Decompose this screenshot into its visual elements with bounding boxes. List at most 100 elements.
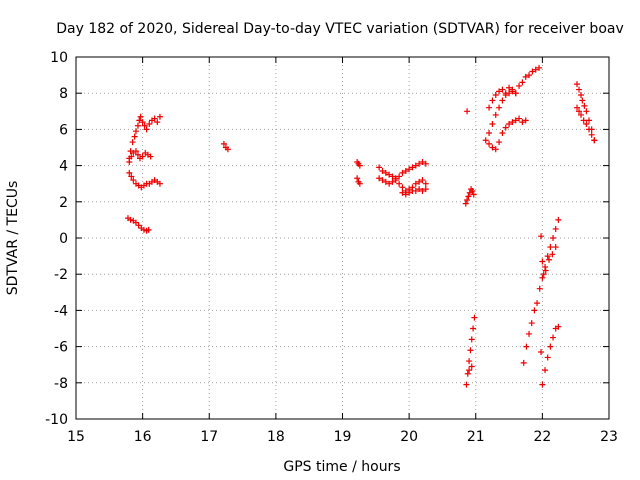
series-arc-20.9h-single [464,108,471,115]
data-point [538,349,545,356]
data-point [136,117,143,124]
data-point [399,169,406,176]
x-tick-label: 20 [400,429,418,445]
data-point [399,189,406,196]
data-point [591,137,598,144]
data-point [540,271,547,278]
data-point [506,90,513,97]
series-arc-22h-neg-b [539,323,562,388]
data-point [127,216,134,223]
y-tick-label: 2 [59,195,68,211]
data-point [354,175,361,182]
data-point [471,314,478,321]
series-arc-16h-lower [126,169,163,191]
data-point [539,258,546,265]
y-tick-label: 8 [59,86,68,102]
data-point [509,119,516,126]
data-point [134,122,141,129]
data-point [492,111,499,118]
data-point [422,180,429,187]
data-point [506,84,513,91]
data-point [547,343,554,350]
series-arc-16h-mid [126,148,154,165]
x-tick-label: 21 [467,429,485,445]
data-point [135,222,142,229]
data-point [416,186,423,193]
y-tick-label: 6 [59,122,68,138]
data-point [586,117,593,124]
data-point [486,140,493,147]
data-point [536,285,543,292]
data-point [382,169,389,176]
data-point [546,256,553,263]
data-point [583,120,590,127]
data-point [386,180,393,187]
data-point [376,175,383,182]
data-point [131,133,138,140]
series-arc-22h-extra [538,233,559,278]
data-point [128,173,135,180]
data-point [147,153,154,160]
data-point [581,102,588,109]
data-point [496,139,503,146]
data-point [579,97,586,104]
data-point [550,334,557,341]
data-point [492,92,499,99]
data-point [132,148,139,155]
series-arc-22h-single [538,349,545,356]
data-point [588,131,595,138]
data-point [422,186,429,193]
x-tick-labels: 15 16 17 18 19 20 21 22 23 [67,429,618,445]
data-point [463,381,470,388]
data-point [379,168,386,175]
data-point [482,137,489,144]
data-point [396,173,403,180]
data-point [574,104,581,111]
data-point [416,178,423,185]
series-arc-21.2h-lower [482,115,529,153]
data-point [544,253,551,260]
data-point [412,180,419,187]
data-point [416,160,423,167]
data-point [402,168,409,175]
y-tick-label: -10 [45,412,68,428]
data-point [492,146,499,153]
data-point [538,233,545,240]
x-tick-label: 18 [267,429,285,445]
data-point [412,162,419,169]
data-point [220,140,227,147]
y-tick-label: 0 [59,231,68,247]
data-point [469,187,476,194]
data-point [128,153,135,160]
x-tick-label: 16 [134,429,152,445]
data-point [154,119,161,126]
data-point [547,244,554,251]
data-point [466,358,473,365]
y-tick-label: 4 [59,159,68,175]
data-point [356,162,363,169]
data-point [506,120,513,127]
data-point [422,160,429,167]
data-point [376,164,383,171]
data-point [151,115,158,122]
data-point [578,92,585,99]
series-arc-21.8h-neg-a [520,216,562,366]
data-point [143,126,150,133]
data-point [526,72,533,79]
data-point [402,191,409,198]
data-point [516,115,523,122]
data-point [539,381,546,388]
data-point [489,144,496,151]
data-point [519,119,526,126]
data-point [132,128,139,135]
data-point [470,325,477,332]
data-point [386,171,393,178]
data-point [583,108,590,115]
x-tick-label: 17 [200,429,218,445]
data-point [536,64,543,71]
data-point [555,216,562,223]
series-arc-16h-upper [126,113,163,162]
data-point [146,120,153,127]
data-point [134,151,141,158]
